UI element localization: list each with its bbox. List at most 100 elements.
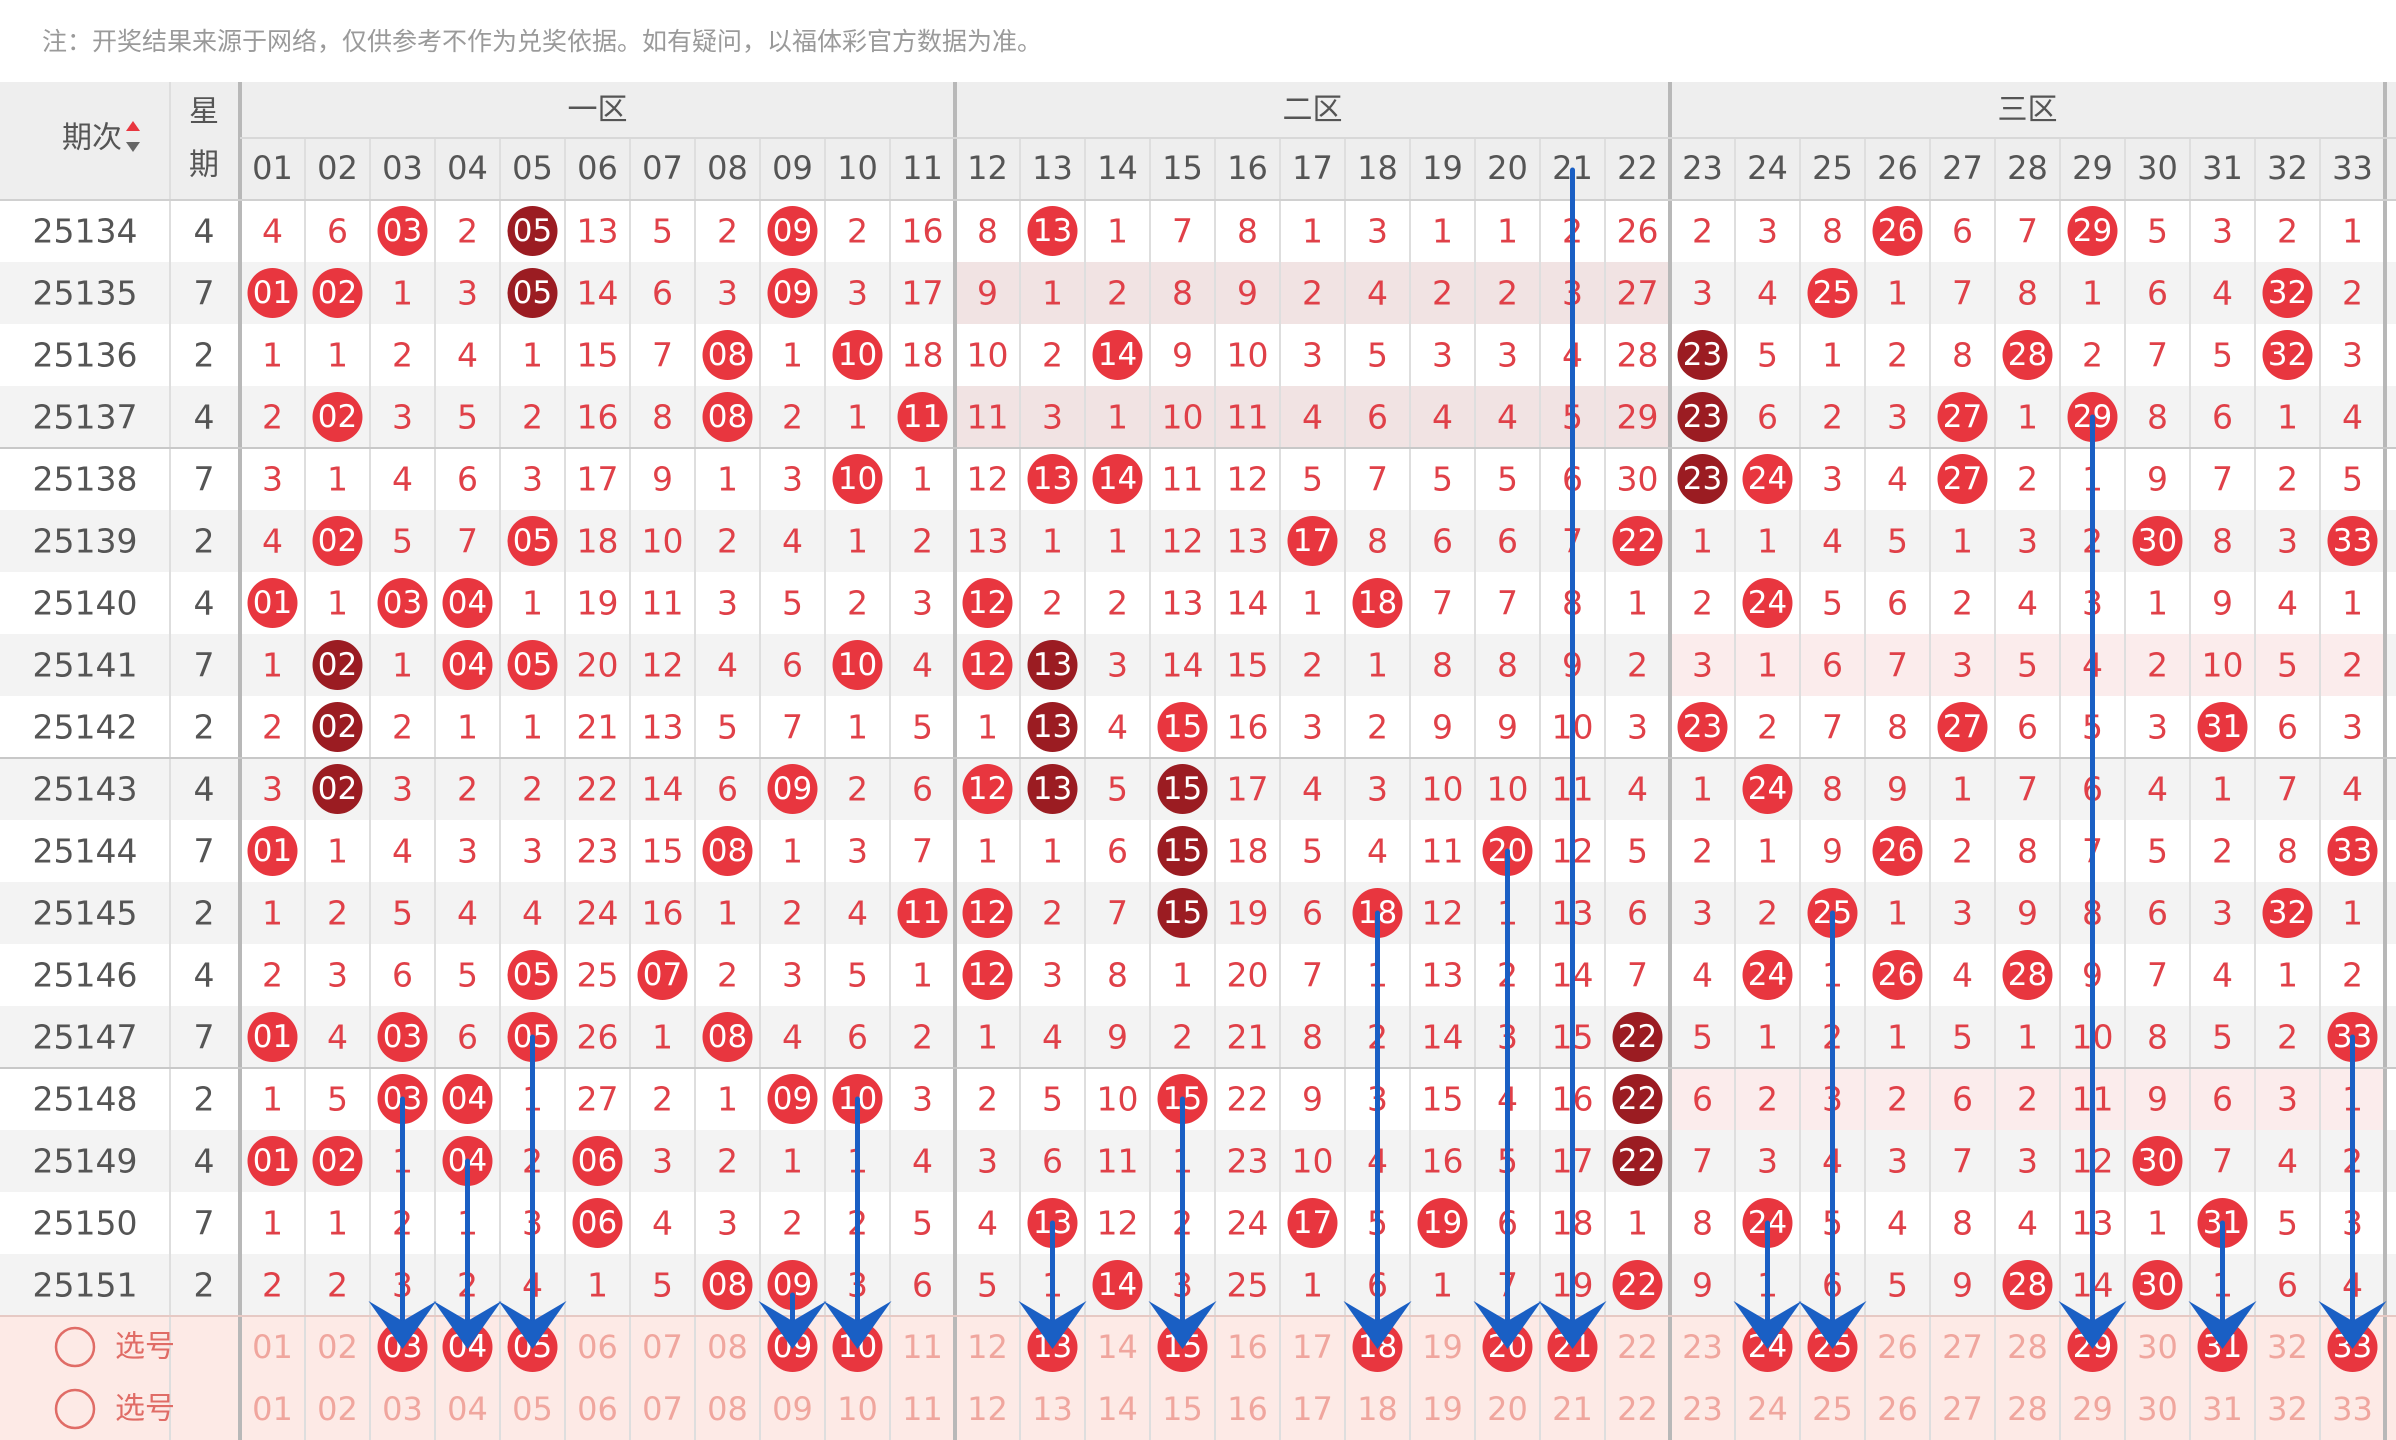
- pick-number[interactable]: 12: [967, 1328, 1008, 1366]
- trend-arrow: [2188, 1220, 2257, 1349]
- pick-number[interactable]: 16: [1227, 1390, 1268, 1428]
- pick-number[interactable]: 11: [902, 1328, 943, 1366]
- miss-count: 4: [457, 336, 478, 375]
- number-header: 28: [2007, 149, 2048, 187]
- miss-count: 19: [1227, 894, 1269, 933]
- pick-number[interactable]: 01: [252, 1328, 293, 1366]
- miss-count: 5: [327, 1080, 348, 1119]
- miss-count: 6: [1952, 212, 1973, 251]
- pick-number[interactable]: 21: [1552, 1390, 1593, 1428]
- pick-number[interactable]: 30: [2137, 1390, 2178, 1428]
- pick-number[interactable]: 17: [1292, 1390, 1333, 1428]
- pick-number[interactable]: 07: [642, 1328, 683, 1366]
- pick-number[interactable]: 33: [2332, 1390, 2373, 1428]
- pick-number[interactable]: 29: [2072, 1390, 2113, 1428]
- miss-count: 3: [1692, 646, 1713, 685]
- weekday-cell: 4: [194, 1142, 215, 1181]
- miss-count: 2: [1042, 894, 1063, 933]
- pick-number[interactable]: 18: [1357, 1390, 1398, 1428]
- pick-row-label: 选号: [115, 1330, 175, 1365]
- pick-number[interactable]: 20: [1487, 1390, 1528, 1428]
- pick-number[interactable]: 32: [2267, 1390, 2308, 1428]
- pick-number[interactable]: 22: [1617, 1328, 1658, 1366]
- pick-number[interactable]: 12: [967, 1390, 1008, 1428]
- miss-count: 1: [1432, 212, 1453, 251]
- pick-number[interactable]: 13: [1032, 1390, 1073, 1428]
- pick-number[interactable]: 19: [1422, 1390, 1463, 1428]
- pick-number[interactable]: 31: [2202, 1390, 2243, 1428]
- miss-count: 2: [1692, 832, 1713, 871]
- pick-number[interactable]: 16: [1227, 1328, 1268, 1366]
- pick-number[interactable]: 05: [512, 1390, 553, 1428]
- pick-number[interactable]: 30: [2137, 1328, 2178, 1366]
- pick-number[interactable]: 26: [1877, 1328, 1918, 1366]
- pick-number[interactable]: 07: [642, 1390, 683, 1428]
- pick-number[interactable]: 24: [1747, 1390, 1788, 1428]
- drawn-ball: [1612, 516, 1663, 566]
- pick-number[interactable]: 08: [707, 1328, 748, 1366]
- miss-count: 3: [2342, 336, 2363, 375]
- weekday-cell: 7: [194, 274, 215, 313]
- weekday-cell: 4: [194, 212, 215, 251]
- pick-number[interactable]: 23: [1682, 1390, 1723, 1428]
- miss-count: 8: [1237, 212, 1258, 251]
- pick-number[interactable]: 32: [2267, 1328, 2308, 1366]
- miss-count: 15: [1422, 1080, 1464, 1119]
- miss-count: 1: [392, 274, 413, 313]
- miss-count: 6: [1822, 646, 1843, 685]
- period-header[interactable]: 期次: [62, 121, 122, 156]
- pick-number[interactable]: 06: [577, 1328, 618, 1366]
- drawn-ball: [1872, 950, 1923, 1000]
- pick-number[interactable]: 01: [252, 1390, 293, 1428]
- pick-number[interactable]: 27: [1942, 1390, 1983, 1428]
- pick-number[interactable]: 11: [902, 1390, 943, 1428]
- pick-number[interactable]: 25: [1812, 1390, 1853, 1428]
- pick-number[interactable]: 15: [1162, 1390, 1203, 1428]
- miss-count: 10: [1487, 770, 1529, 809]
- pick-number[interactable]: 19: [1422, 1328, 1463, 1366]
- pick-number[interactable]: 28: [2007, 1390, 2048, 1428]
- drawn-ball: [2262, 268, 2313, 318]
- pick-number[interactable]: 02: [317, 1390, 358, 1428]
- pick-number[interactable]: 17: [1292, 1328, 1333, 1366]
- pick-number[interactable]: 09: [772, 1390, 813, 1428]
- pick-number[interactable]: 04: [447, 1390, 488, 1428]
- pick-number[interactable]: 14: [1097, 1328, 1138, 1366]
- pick-number[interactable]: 23: [1682, 1328, 1723, 1366]
- miss-count: 1: [977, 832, 998, 871]
- miss-count: 3: [1432, 336, 1453, 375]
- miss-count: 2: [2342, 646, 2363, 685]
- trend-arrow: [1733, 1220, 1802, 1349]
- miss-count: 3: [1042, 398, 1063, 437]
- miss-count: 1: [2147, 584, 2168, 623]
- pick-number[interactable]: 28: [2007, 1328, 2048, 1366]
- miss-count: 4: [2147, 770, 2168, 809]
- drawn-ball: [1157, 888, 1208, 938]
- miss-count: 2: [912, 522, 933, 561]
- drawn-ball-label: 30: [2138, 1143, 2177, 1179]
- pick-number[interactable]: 08: [707, 1390, 748, 1428]
- miss-count: 2: [1302, 646, 1323, 685]
- drawn-ball-label: 29: [2073, 213, 2112, 249]
- miss-count: 2: [392, 708, 413, 747]
- miss-count: 1: [1042, 274, 1063, 313]
- pick-number[interactable]: 22: [1617, 1390, 1658, 1428]
- pick-number[interactable]: 26: [1877, 1390, 1918, 1428]
- drawn-ball: [312, 702, 363, 752]
- pick-number[interactable]: 06: [577, 1390, 618, 1428]
- pick-number[interactable]: 27: [1942, 1328, 1983, 1366]
- miss-count: 2: [652, 1080, 673, 1119]
- pick-number[interactable]: 02: [317, 1328, 358, 1366]
- miss-count: 4: [912, 1142, 933, 1181]
- pick-number[interactable]: 10: [837, 1390, 878, 1428]
- pick-number[interactable]: 03: [382, 1390, 423, 1428]
- period-cell: 25144: [33, 832, 138, 871]
- miss-count: 3: [847, 832, 868, 871]
- sort-up-down-icon[interactable]: [126, 121, 140, 152]
- pick-number[interactable]: 14: [1097, 1390, 1138, 1428]
- miss-count: 6: [1042, 1142, 1063, 1181]
- miss-count: 1: [2147, 1204, 2168, 1243]
- miss-count: 1: [1107, 522, 1128, 561]
- pick-radio[interactable]: [54, 1326, 96, 1368]
- pick-radio[interactable]: [54, 1388, 96, 1430]
